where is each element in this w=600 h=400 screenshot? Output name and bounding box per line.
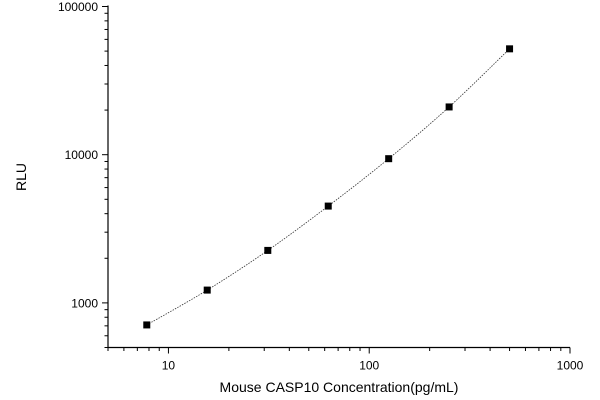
data-point: [506, 45, 514, 53]
y-tick-label: 100000: [58, 0, 98, 14]
y-axis-label: RLU: [13, 163, 29, 191]
x-axis-label: Mouse CASP10 Concentration(pg/mL): [220, 379, 459, 395]
data-point: [203, 286, 211, 294]
y-tick-label: 10000: [65, 148, 99, 162]
x-tick-label: 100: [359, 359, 379, 373]
data-point: [143, 321, 151, 329]
data-points: [143, 45, 514, 329]
data-point: [264, 246, 272, 254]
y-tick-label: 1000: [71, 296, 98, 310]
axes: [107, 5, 570, 349]
x-tick-label: 10: [162, 359, 176, 373]
data-point: [445, 103, 453, 111]
data-point: [385, 155, 393, 163]
ticks: 10 100 1000 1000 10000 100000: [58, 0, 584, 373]
x-tick-label: 1000: [557, 359, 584, 373]
data-point: [324, 202, 332, 210]
fit-curve: [146, 48, 510, 326]
